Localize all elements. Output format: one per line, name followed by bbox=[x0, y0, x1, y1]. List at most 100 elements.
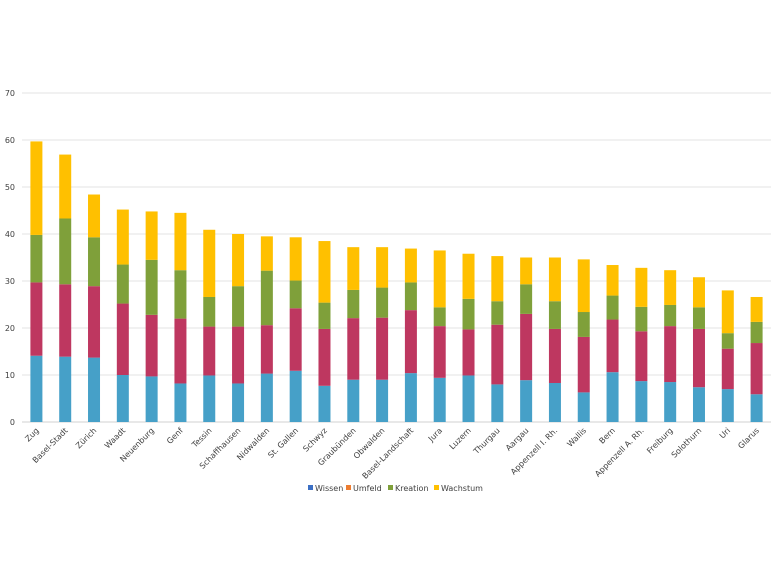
bar-segment-wachstum bbox=[318, 241, 331, 303]
bar-segment-umfeld bbox=[260, 325, 273, 374]
legend-item-kreation: Kreation bbox=[388, 484, 429, 493]
bar-segment-wissen bbox=[577, 392, 590, 422]
bar-segment-wachstum bbox=[491, 256, 504, 302]
x-tick-label: Luzern bbox=[448, 426, 473, 451]
bar-segment-umfeld bbox=[289, 308, 302, 371]
legend-item-umfeld: Umfeld bbox=[346, 484, 382, 493]
bar-segment-umfeld bbox=[59, 284, 72, 357]
legend-label: Kreation bbox=[395, 484, 429, 493]
bar-segment-wachstum bbox=[404, 248, 417, 283]
bar-segment-wachstum bbox=[750, 296, 763, 322]
bar-segment-wachstum bbox=[433, 250, 446, 308]
bar-segment-wissen bbox=[404, 373, 417, 422]
x-tick-label: Waadt bbox=[103, 426, 127, 450]
bar-segment-wissen bbox=[174, 383, 187, 422]
bar-segment-kreation bbox=[433, 307, 446, 327]
bar-segment-kreation bbox=[88, 237, 101, 287]
bar-segment-umfeld bbox=[750, 343, 763, 395]
bar-segment-umfeld bbox=[145, 314, 158, 377]
bar-segment-kreation bbox=[318, 302, 331, 329]
bar-segment-wachstum bbox=[577, 259, 590, 313]
legend-label: Wissen bbox=[315, 484, 343, 493]
bar-segment-umfeld bbox=[577, 336, 590, 393]
x-tick-label: Freiburg bbox=[645, 426, 674, 455]
x-tick-label: Jura bbox=[426, 426, 444, 444]
bar-segment-umfeld bbox=[318, 328, 331, 386]
bar-segment-kreation bbox=[491, 301, 504, 325]
bar-segment-wissen bbox=[260, 373, 273, 422]
legend-label: Wachstum bbox=[441, 484, 483, 493]
bar-segment-wissen bbox=[30, 355, 43, 422]
bar-segment-umfeld bbox=[635, 331, 648, 382]
bar-segment-wissen bbox=[59, 356, 72, 422]
bar-segment-wissen bbox=[376, 379, 389, 422]
bar-segment-wachstum bbox=[116, 209, 129, 265]
bar-segment-kreation bbox=[664, 304, 677, 327]
bar-segment-wachstum bbox=[635, 267, 648, 307]
bar-segment-wachstum bbox=[88, 194, 101, 238]
bar-segment-umfeld bbox=[692, 328, 705, 388]
bar-segment-umfeld bbox=[664, 326, 677, 383]
bar-segment-umfeld bbox=[203, 326, 216, 376]
bar-segment-umfeld bbox=[30, 282, 43, 356]
bar-segment-umfeld bbox=[232, 326, 245, 384]
bar-segment-kreation bbox=[721, 333, 734, 349]
y-tick-label: 70 bbox=[5, 89, 15, 98]
y-tick-label: 10 bbox=[5, 371, 15, 380]
bar-segment-umfeld bbox=[721, 348, 734, 390]
bar-segment-kreation bbox=[520, 284, 533, 314]
bar-segment-kreation bbox=[750, 321, 763, 344]
x-tick-label: Solothurn bbox=[670, 426, 704, 460]
bar-segment-umfeld bbox=[174, 318, 187, 384]
legend: Wissen Umfeld Kreation Wachstum bbox=[308, 484, 483, 493]
y-tick-label: 30 bbox=[5, 277, 15, 286]
bar-segment-kreation bbox=[577, 312, 590, 337]
bar-segment-wachstum bbox=[232, 234, 245, 287]
bar-segment-umfeld bbox=[548, 328, 561, 383]
bar-segment-wissen bbox=[664, 382, 677, 422]
bar-segment-kreation bbox=[404, 282, 417, 311]
y-tick-label: 0 bbox=[10, 418, 15, 427]
y-tick-label: 50 bbox=[5, 183, 15, 192]
bar-segment-umfeld bbox=[116, 303, 129, 375]
x-tick-label: St. Gallen bbox=[266, 426, 300, 460]
bar-segment-wissen bbox=[462, 375, 475, 422]
bar-segment-wachstum bbox=[664, 270, 677, 305]
bar-segment-umfeld bbox=[347, 318, 360, 380]
bar-segment-kreation bbox=[376, 287, 389, 318]
bar-segment-umfeld bbox=[433, 326, 446, 378]
bar-segment-wissen bbox=[635, 381, 648, 422]
bar-segment-umfeld bbox=[404, 310, 417, 374]
x-tick-label: Zürich bbox=[74, 426, 98, 450]
bar-segment-kreation bbox=[203, 296, 216, 327]
bar-segment-kreation bbox=[30, 234, 43, 283]
bar-segment-wachstum bbox=[203, 229, 216, 297]
legend-swatch bbox=[388, 485, 393, 490]
bar-segment-kreation bbox=[347, 289, 360, 319]
bar-segment-wachstum bbox=[347, 247, 360, 290]
legend-item-wissen: Wissen bbox=[308, 484, 343, 493]
x-tick-label: Appenzell A. Rh. bbox=[593, 426, 646, 479]
y-tick-label: 60 bbox=[5, 136, 15, 145]
bar-segment-kreation bbox=[548, 301, 561, 329]
bar-segment-wissen bbox=[750, 394, 763, 422]
bar-segment-kreation bbox=[116, 264, 129, 304]
bar-segment-umfeld bbox=[491, 324, 504, 385]
bar-segment-kreation bbox=[145, 259, 158, 315]
bar-segment-kreation bbox=[260, 270, 273, 326]
bar-segment-wissen bbox=[520, 380, 533, 422]
bar-segment-wissen bbox=[232, 383, 245, 422]
bar-segment-umfeld bbox=[462, 329, 475, 376]
bar-segment-wachstum bbox=[289, 237, 302, 281]
bar-segment-wachstum bbox=[606, 265, 619, 296]
bar-segment-wissen bbox=[203, 375, 216, 422]
bar-segment-wachstum bbox=[30, 141, 43, 235]
bar-segment-wissen bbox=[88, 357, 101, 422]
bar-segment-wachstum bbox=[145, 211, 158, 260]
bar-segment-wissen bbox=[692, 387, 705, 422]
bar-segment-wachstum bbox=[59, 154, 72, 219]
x-tick-label: Tessin bbox=[190, 426, 214, 450]
bar-segment-wissen bbox=[318, 385, 331, 422]
